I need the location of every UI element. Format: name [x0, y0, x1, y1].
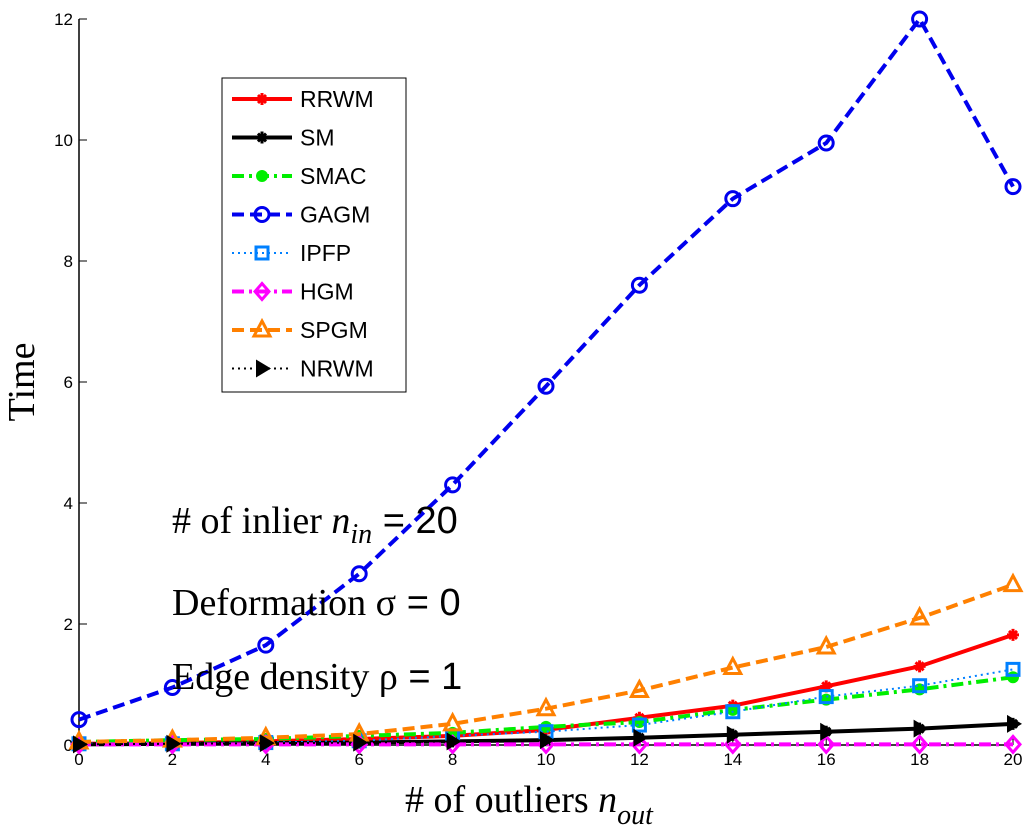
- legend-marker: [251, 317, 273, 338]
- legend-label: SMAC: [300, 163, 366, 189]
- data-point: [70, 711, 88, 729]
- legend-marker: [256, 131, 268, 144]
- data-point: [537, 377, 555, 395]
- x-tick-label: 8: [448, 750, 457, 769]
- legend-marker: [256, 170, 268, 182]
- data-point: [630, 276, 648, 294]
- y-tick-label: 0: [64, 736, 73, 755]
- x-axis-label: # of outliers nout: [405, 779, 654, 831]
- x-tick-label: 20: [1004, 750, 1023, 769]
- series-gagm: [70, 10, 1022, 729]
- x-tick-label: 16: [817, 750, 836, 769]
- legend-marker: [256, 93, 268, 105]
- data-point: [446, 732, 462, 751]
- data-point: [163, 679, 181, 697]
- data-point: [540, 731, 555, 750]
- x-tick-label: 14: [723, 750, 742, 769]
- legend-item-nrwm: NRWM: [232, 356, 374, 382]
- data-point: [912, 678, 928, 694]
- legend-label: GAGM: [300, 202, 370, 228]
- series-line: [78, 582, 1014, 744]
- data-point: [1004, 178, 1022, 196]
- x-tick-label: 4: [261, 750, 270, 769]
- legend-item-hgm: HGM: [232, 279, 354, 305]
- data-point: [911, 10, 929, 28]
- data-point: [820, 680, 833, 693]
- series-nrwm: [73, 714, 1022, 754]
- data-point: [166, 734, 182, 753]
- data-point: [913, 719, 929, 738]
- data-point: [913, 660, 926, 673]
- legend-label: IPFP: [300, 240, 351, 266]
- y-tick-label: 8: [64, 252, 73, 271]
- legend-label: HGM: [300, 279, 354, 305]
- legend-label: SM: [300, 125, 335, 151]
- data-point: [257, 636, 275, 654]
- data-point: [1007, 671, 1019, 684]
- data-point: [726, 725, 742, 744]
- data-point: [725, 704, 741, 720]
- data-point: [815, 634, 837, 655]
- x-tick-label: 2: [168, 750, 177, 769]
- legend-marker: [253, 281, 271, 302]
- data-point: [442, 711, 464, 732]
- annotations: # of inlier nin = 20 Deformation σ = 0 E…: [172, 500, 462, 698]
- data-point: [1007, 628, 1019, 641]
- data-point: [1005, 661, 1021, 677]
- legend-marker: [253, 206, 271, 223]
- data-point: [1004, 734, 1022, 755]
- legend-box: [221, 77, 407, 393]
- legend-item-rrwm: RRWM: [232, 86, 374, 112]
- legend-marker: [254, 245, 270, 261]
- data-point: [444, 476, 462, 494]
- data-point: [722, 655, 744, 676]
- data-point: [628, 678, 650, 699]
- data-point: [1002, 572, 1024, 593]
- data-point: [820, 722, 836, 741]
- data-point: [909, 605, 931, 626]
- legend-item-ipfp: IPFP: [232, 240, 351, 266]
- legend-marker: [256, 359, 271, 378]
- data-point: [724, 190, 742, 208]
- data-point: [817, 734, 836, 755]
- data-point: [818, 689, 834, 705]
- data-point: [633, 728, 649, 747]
- legend-label: SPGM: [300, 317, 368, 343]
- legend-item-smac: SMAC: [232, 163, 366, 189]
- data-point: [350, 565, 368, 583]
- x-tick-label: 0: [74, 750, 83, 769]
- y-tick-label: 12: [54, 10, 73, 29]
- x-tick-label: 10: [537, 750, 556, 769]
- annotation-deformation: Deformation σ = 0: [172, 582, 461, 624]
- legend-label: RRWM: [300, 86, 374, 112]
- y-tick-label: 2: [64, 615, 73, 634]
- data-point: [353, 733, 369, 752]
- data-point: [73, 735, 88, 754]
- legend-label: NRWM: [300, 356, 374, 382]
- series-line: [79, 668, 1014, 745]
- x-tick-label: 18: [910, 750, 929, 769]
- series-line: [78, 15, 1015, 722]
- x-tick-label: 12: [630, 750, 649, 769]
- legend-item-gagm: GAGM: [232, 202, 370, 228]
- data-point: [1007, 714, 1022, 733]
- data-point: [259, 734, 275, 753]
- y-axis-label: Time: [1, 343, 43, 422]
- y-tick-label: 6: [64, 373, 73, 392]
- data-point: [631, 717, 647, 733]
- data-point: [913, 683, 926, 696]
- data-point: [535, 696, 557, 717]
- series-lines: [68, 10, 1024, 755]
- y-tick-label: 4: [64, 494, 73, 513]
- legend-item-spgm: SPGM: [232, 317, 368, 343]
- y-tick-label: 10: [54, 131, 73, 150]
- annotation-edge-density: Edge density ρ = 1: [172, 656, 462, 698]
- data-point: [817, 134, 835, 152]
- annotation-inlier: # of inlier nin = 20: [172, 500, 458, 550]
- legend-item-sm: SM: [232, 125, 335, 151]
- data-point: [910, 734, 929, 755]
- x-tick-label: 6: [354, 750, 363, 769]
- legend: RRWM SM SMAC GAGM IPFP HGM SPGM NRWM: [221, 77, 407, 393]
